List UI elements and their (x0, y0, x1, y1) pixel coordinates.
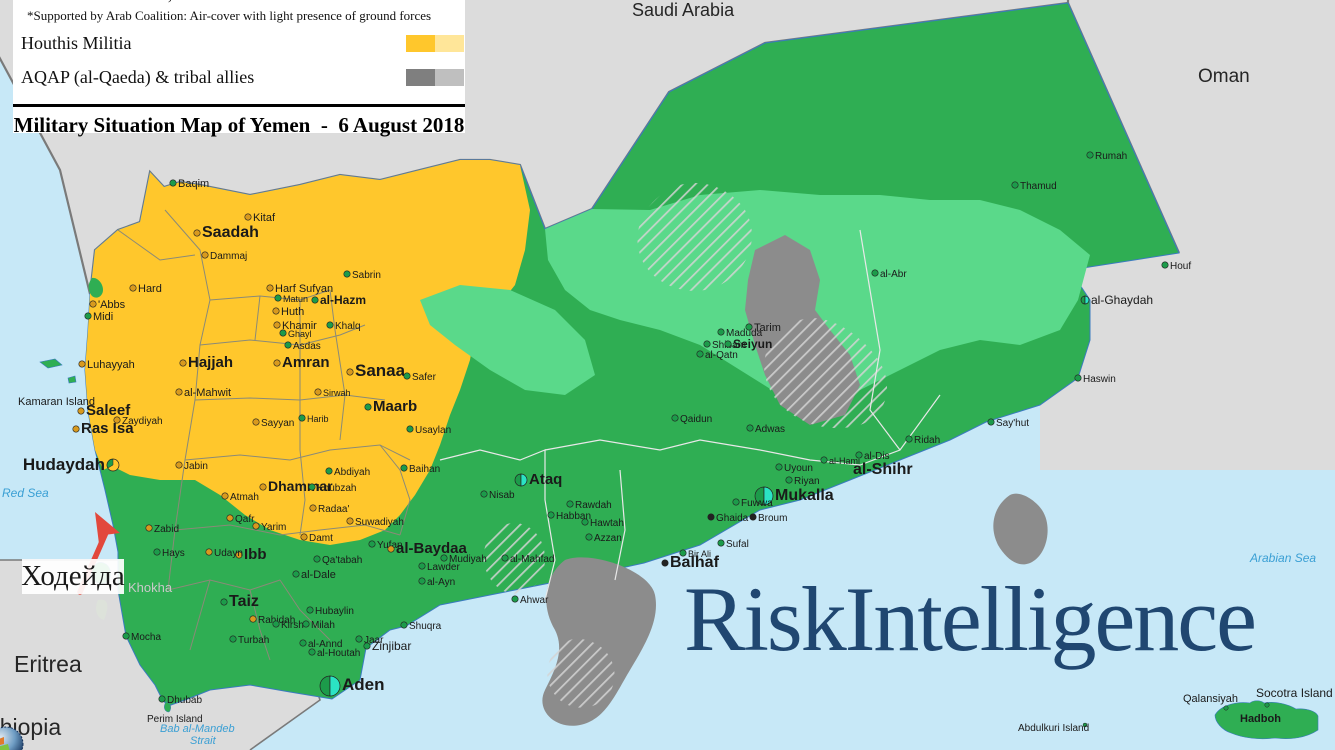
svg-text:Qalansiyah: Qalansiyah (1183, 693, 1238, 705)
svg-text:Kirsh: Kirsh (281, 620, 304, 631)
svg-text:Turbah: Turbah (238, 635, 269, 646)
svg-text:Jabin: Jabin (184, 461, 208, 472)
svg-text:RiskIntelligence: RiskIntelligence (684, 568, 1255, 670)
svg-text:Houf: Houf (1170, 261, 1191, 272)
svg-text:al-Dale: al-Dale (301, 569, 336, 581)
svg-text:al-Shihr: al-Shihr (853, 461, 913, 478)
svg-text:Zinjibar: Zinjibar (372, 639, 411, 653)
svg-text:Qaidun: Qaidun (680, 414, 712, 425)
svg-text:Asdas: Asdas (293, 341, 321, 352)
svg-text:Uyoun: Uyoun (784, 463, 813, 474)
svg-text:Usaylan: Usaylan (415, 425, 451, 436)
svg-text:Sufal: Sufal (726, 539, 749, 550)
svg-text:Aden: Aden (342, 675, 385, 694)
svg-text:Hard: Hard (138, 283, 162, 295)
svg-text:Eritrea: Eritrea (14, 651, 82, 677)
svg-text:Dhubab: Dhubab (167, 695, 202, 706)
svg-text:Hadboh: Hadboh (1240, 713, 1281, 725)
svg-text:Harib: Harib (307, 414, 329, 424)
svg-text:Khalq: Khalq (335, 321, 361, 332)
svg-text:Baqim: Baqim (178, 178, 209, 190)
svg-text:al-Mahfad: al-Mahfad (510, 554, 554, 565)
svg-text:Sirwah: Sirwah (323, 388, 351, 398)
svg-text:Balhaf: Balhaf (670, 554, 720, 571)
svg-text:Red Sea: Red Sea (2, 486, 49, 500)
svg-text:Sanaa: Sanaa (355, 361, 406, 380)
svg-text:Hawtah: Hawtah (590, 518, 624, 529)
svg-text:Lawder: Lawder (427, 562, 460, 573)
svg-text:Ahwar: Ahwar (520, 595, 549, 606)
svg-text:Ghaida: Ghaida (716, 513, 749, 524)
svg-text:Seiyun: Seiyun (733, 337, 772, 351)
svg-text:al-Qatn: al-Qatn (705, 350, 738, 361)
svg-text:Saadah: Saadah (202, 224, 259, 241)
svg-text:Bab al-Mandeb: Bab al-Mandeb (160, 723, 235, 735)
svg-text:Suwadiyah: Suwadiyah (355, 517, 404, 528)
svg-text:Maarb: Maarb (373, 398, 417, 415)
svg-text:Khubzah: Khubzah (317, 483, 356, 494)
svg-text:Abdiyah: Abdiyah (334, 467, 370, 478)
svg-text:Taiz: Taiz (229, 593, 259, 610)
svg-text:Adwas: Adwas (755, 424, 785, 435)
svg-text:Sayyan: Sayyan (261, 418, 294, 429)
svg-text:Yarim: Yarim (261, 522, 286, 533)
svg-text:Rumah: Rumah (1095, 151, 1127, 162)
svg-text:Ridah: Ridah (914, 435, 940, 446)
svg-text:Radaa': Radaa' (318, 504, 349, 515)
svg-text:Dammaj: Dammaj (210, 251, 247, 262)
svg-text:Khokha: Khokha (128, 580, 173, 595)
svg-text:al-Houtah: al-Houtah (317, 648, 360, 659)
svg-text:Mocha: Mocha (131, 632, 161, 643)
svg-text:Ibb: Ibb (244, 546, 267, 563)
svg-text:'Abbs: 'Abbs (98, 299, 126, 311)
svg-text:Mukalla: Mukalla (775, 487, 834, 504)
svg-text:Atmah: Atmah (230, 492, 259, 503)
svg-text:Abdulkuri Island: Abdulkuri Island (1018, 723, 1089, 734)
svg-text:al-Ayn: al-Ayn (427, 577, 455, 588)
svg-text:al-Ghaydah: al-Ghaydah (1091, 293, 1153, 307)
svg-text:Socotra Island: Socotra Island (1256, 686, 1333, 700)
svg-text:Haswin: Haswin (1083, 374, 1116, 385)
svg-text:Broum: Broum (758, 513, 787, 524)
svg-text:Hajjah: Hajjah (188, 354, 233, 371)
svg-text:Udayn: Udayn (214, 548, 243, 559)
svg-text:Matun: Matun (283, 294, 308, 304)
svg-text:Midi: Midi (93, 311, 113, 323)
svg-text:Luhayyah: Luhayyah (87, 359, 135, 371)
svg-text:Oman: Oman (1198, 66, 1250, 87)
svg-text:Safer: Safer (412, 372, 437, 383)
svg-text:Ataq: Ataq (529, 471, 562, 488)
svg-text:Hubaylin: Hubaylin (315, 606, 354, 617)
svg-text:al-Abr: al-Abr (880, 269, 907, 280)
svg-text:Kamaran Island: Kamaran Island (18, 396, 95, 408)
svg-text:Say'hut: Say'hut (996, 418, 1029, 429)
svg-text:Damt: Damt (309, 533, 333, 544)
svg-text:Riyan: Riyan (794, 476, 820, 487)
svg-text:Sabrin: Sabrin (352, 270, 381, 281)
svg-text:Azzan: Azzan (594, 533, 622, 544)
svg-text:Saudi Arabia: Saudi Arabia (632, 0, 735, 20)
svg-text:Huth: Huth (281, 306, 304, 318)
svg-text:Rawdah: Rawdah (575, 500, 612, 511)
svg-text:Qafr: Qafr (235, 514, 255, 525)
svg-text:Arabian Sea: Arabian Sea (1249, 551, 1316, 565)
svg-text:al-Mahwit: al-Mahwit (184, 387, 231, 399)
svg-text:Fuwwa: Fuwwa (741, 498, 773, 509)
svg-text:Milah: Milah (311, 620, 335, 631)
svg-text:Baihan: Baihan (409, 464, 440, 475)
svg-text:al-Baydaa: al-Baydaa (396, 540, 468, 557)
svg-text:Kitaf: Kitaf (253, 212, 276, 224)
svg-text:Hays: Hays (162, 548, 185, 559)
svg-text:Amran: Amran (282, 354, 330, 371)
svg-text:Nisab: Nisab (489, 490, 515, 501)
svg-text:Strait: Strait (190, 735, 217, 747)
svg-text:Shuqra: Shuqra (409, 621, 442, 632)
svg-text:Hudaydah: Hudaydah (23, 455, 105, 474)
svg-text:al-Hazm: al-Hazm (320, 293, 366, 307)
svg-text:Ghayl: Ghayl (288, 329, 312, 339)
svg-text:Qa'tabah: Qa'tabah (322, 555, 362, 566)
svg-text:Zaydiyah: Zaydiyah (122, 416, 163, 427)
svg-text:Zabid: Zabid (154, 524, 179, 535)
svg-text:Thamud: Thamud (1020, 181, 1057, 192)
